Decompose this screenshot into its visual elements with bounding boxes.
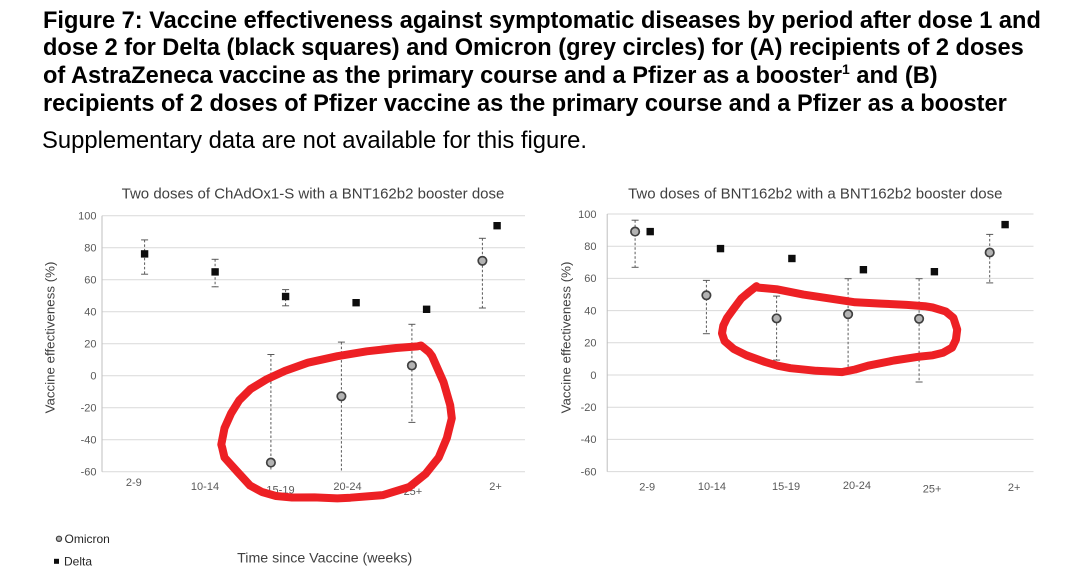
svg-text:40: 40 xyxy=(84,307,96,319)
svg-text:80: 80 xyxy=(84,243,96,255)
svg-text:-40: -40 xyxy=(81,435,97,447)
svg-text:80: 80 xyxy=(584,241,596,253)
svg-text:25+: 25+ xyxy=(923,484,942,496)
svg-text:100: 100 xyxy=(578,209,596,221)
svg-text:Delta: Delta xyxy=(64,554,92,568)
svg-text:100: 100 xyxy=(78,211,96,223)
svg-text:-60: -60 xyxy=(81,467,97,479)
svg-text:20: 20 xyxy=(84,339,96,351)
svg-text:2-9: 2-9 xyxy=(126,477,142,489)
svg-text:Vaccine effectiveness (%): Vaccine effectiveness (%) xyxy=(559,262,574,414)
svg-text:2-9: 2-9 xyxy=(639,482,655,494)
svg-text:2+: 2+ xyxy=(489,481,502,493)
svg-text:-60: -60 xyxy=(581,466,597,478)
svg-text:10-14: 10-14 xyxy=(698,481,726,493)
svg-text:-20: -20 xyxy=(81,403,97,415)
svg-text:-40: -40 xyxy=(581,434,597,446)
svg-text:Omicron: Omicron xyxy=(65,532,110,546)
svg-text:20-24: 20-24 xyxy=(843,480,871,492)
svg-text:0: 0 xyxy=(90,371,96,383)
svg-text:60: 60 xyxy=(584,273,596,285)
svg-text:60: 60 xyxy=(84,275,96,287)
svg-text:Time since Vaccine (weeks): Time since Vaccine (weeks) xyxy=(237,551,412,567)
svg-text:20: 20 xyxy=(584,338,596,350)
svg-text:20-24: 20-24 xyxy=(333,481,361,493)
svg-text:15-19: 15-19 xyxy=(772,481,800,493)
svg-text:Two doses of BNT162b2 with a B: Two doses of BNT162b2 with a BNT162b2 bo… xyxy=(628,186,1002,203)
svg-text:10-14: 10-14 xyxy=(191,481,219,493)
svg-text:0: 0 xyxy=(590,370,596,382)
svg-text:-20: -20 xyxy=(581,402,597,414)
svg-text:Vaccine effectiveness (%): Vaccine effectiveness (%) xyxy=(42,262,57,414)
svg-text:2+: 2+ xyxy=(1008,482,1021,494)
svg-text:Two doses of ChAdOx1-S with a: Two doses of ChAdOx1-S with a BNT162b2 b… xyxy=(122,186,505,203)
svg-text:40: 40 xyxy=(584,305,596,317)
